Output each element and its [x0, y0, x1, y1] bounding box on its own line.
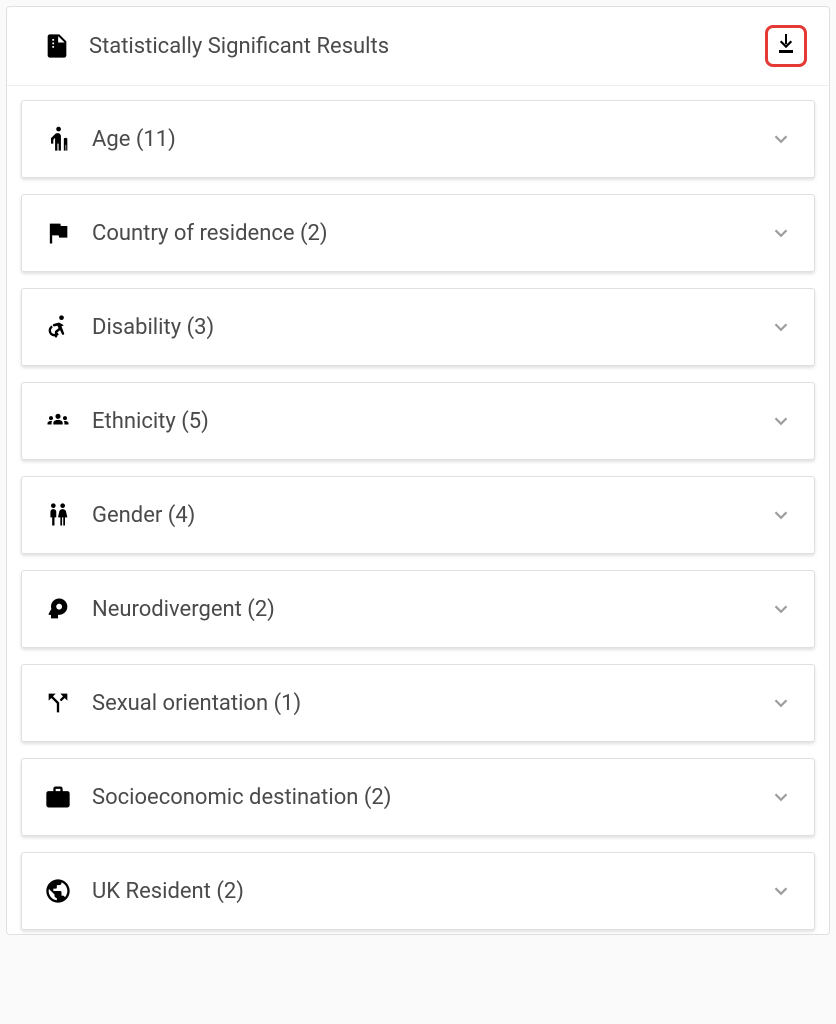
globe-icon — [44, 877, 72, 905]
accordion-item-disability[interactable]: Disability (3) — [21, 288, 815, 366]
psychology-icon — [44, 595, 72, 623]
chevron-down-icon — [770, 128, 792, 150]
accordion-item-ethnicity[interactable]: Ethnicity (5) — [21, 382, 815, 460]
briefcase-icon — [44, 783, 72, 811]
document-icon — [43, 32, 71, 60]
chevron-down-icon — [770, 786, 792, 808]
accordion-label: Ethnicity (5) — [92, 409, 770, 434]
accordion-list: Age (11) Country of residence (2) Disabi… — [7, 86, 829, 934]
accordion-label: Neurodivergent (2) — [92, 597, 770, 622]
chevron-down-icon — [770, 504, 792, 526]
accordion-item-socioeconomic[interactable]: Socioeconomic destination (2) — [21, 758, 815, 836]
chevron-down-icon — [770, 692, 792, 714]
download-icon — [774, 32, 798, 60]
results-panel: Statistically Significant Results Age (1… — [6, 6, 830, 935]
accordion-item-country[interactable]: Country of residence (2) — [21, 194, 815, 272]
accordion-item-age[interactable]: Age (11) — [21, 100, 815, 178]
accordion-label: Disability (3) — [92, 315, 770, 340]
chevron-down-icon — [770, 316, 792, 338]
panel-header: Statistically Significant Results — [7, 7, 829, 86]
chevron-down-icon — [770, 598, 792, 620]
accordion-item-sexual-orientation[interactable]: Sexual orientation (1) — [21, 664, 815, 742]
accordion-label: Country of residence (2) — [92, 221, 770, 246]
accordion-label: Age (11) — [92, 127, 770, 152]
elderly-icon — [44, 125, 72, 153]
flag-icon — [44, 219, 72, 247]
panel-title: Statistically Significant Results — [89, 34, 765, 59]
download-button[interactable] — [765, 25, 807, 67]
accordion-item-neurodivergent[interactable]: Neurodivergent (2) — [21, 570, 815, 648]
groups-icon — [44, 407, 72, 435]
accordion-label: Socioeconomic destination (2) — [92, 785, 770, 810]
accordion-item-gender[interactable]: Gender (4) — [21, 476, 815, 554]
chevron-down-icon — [770, 880, 792, 902]
accordion-label: Gender (4) — [92, 503, 770, 528]
chevron-down-icon — [770, 410, 792, 432]
accordion-label: Sexual orientation (1) — [92, 691, 770, 716]
call-split-icon — [44, 689, 72, 717]
accessible-icon — [44, 313, 72, 341]
accordion-label: UK Resident (2) — [92, 879, 770, 904]
chevron-down-icon — [770, 222, 792, 244]
gender-icon — [44, 501, 72, 529]
accordion-item-uk-resident[interactable]: UK Resident (2) — [21, 852, 815, 930]
